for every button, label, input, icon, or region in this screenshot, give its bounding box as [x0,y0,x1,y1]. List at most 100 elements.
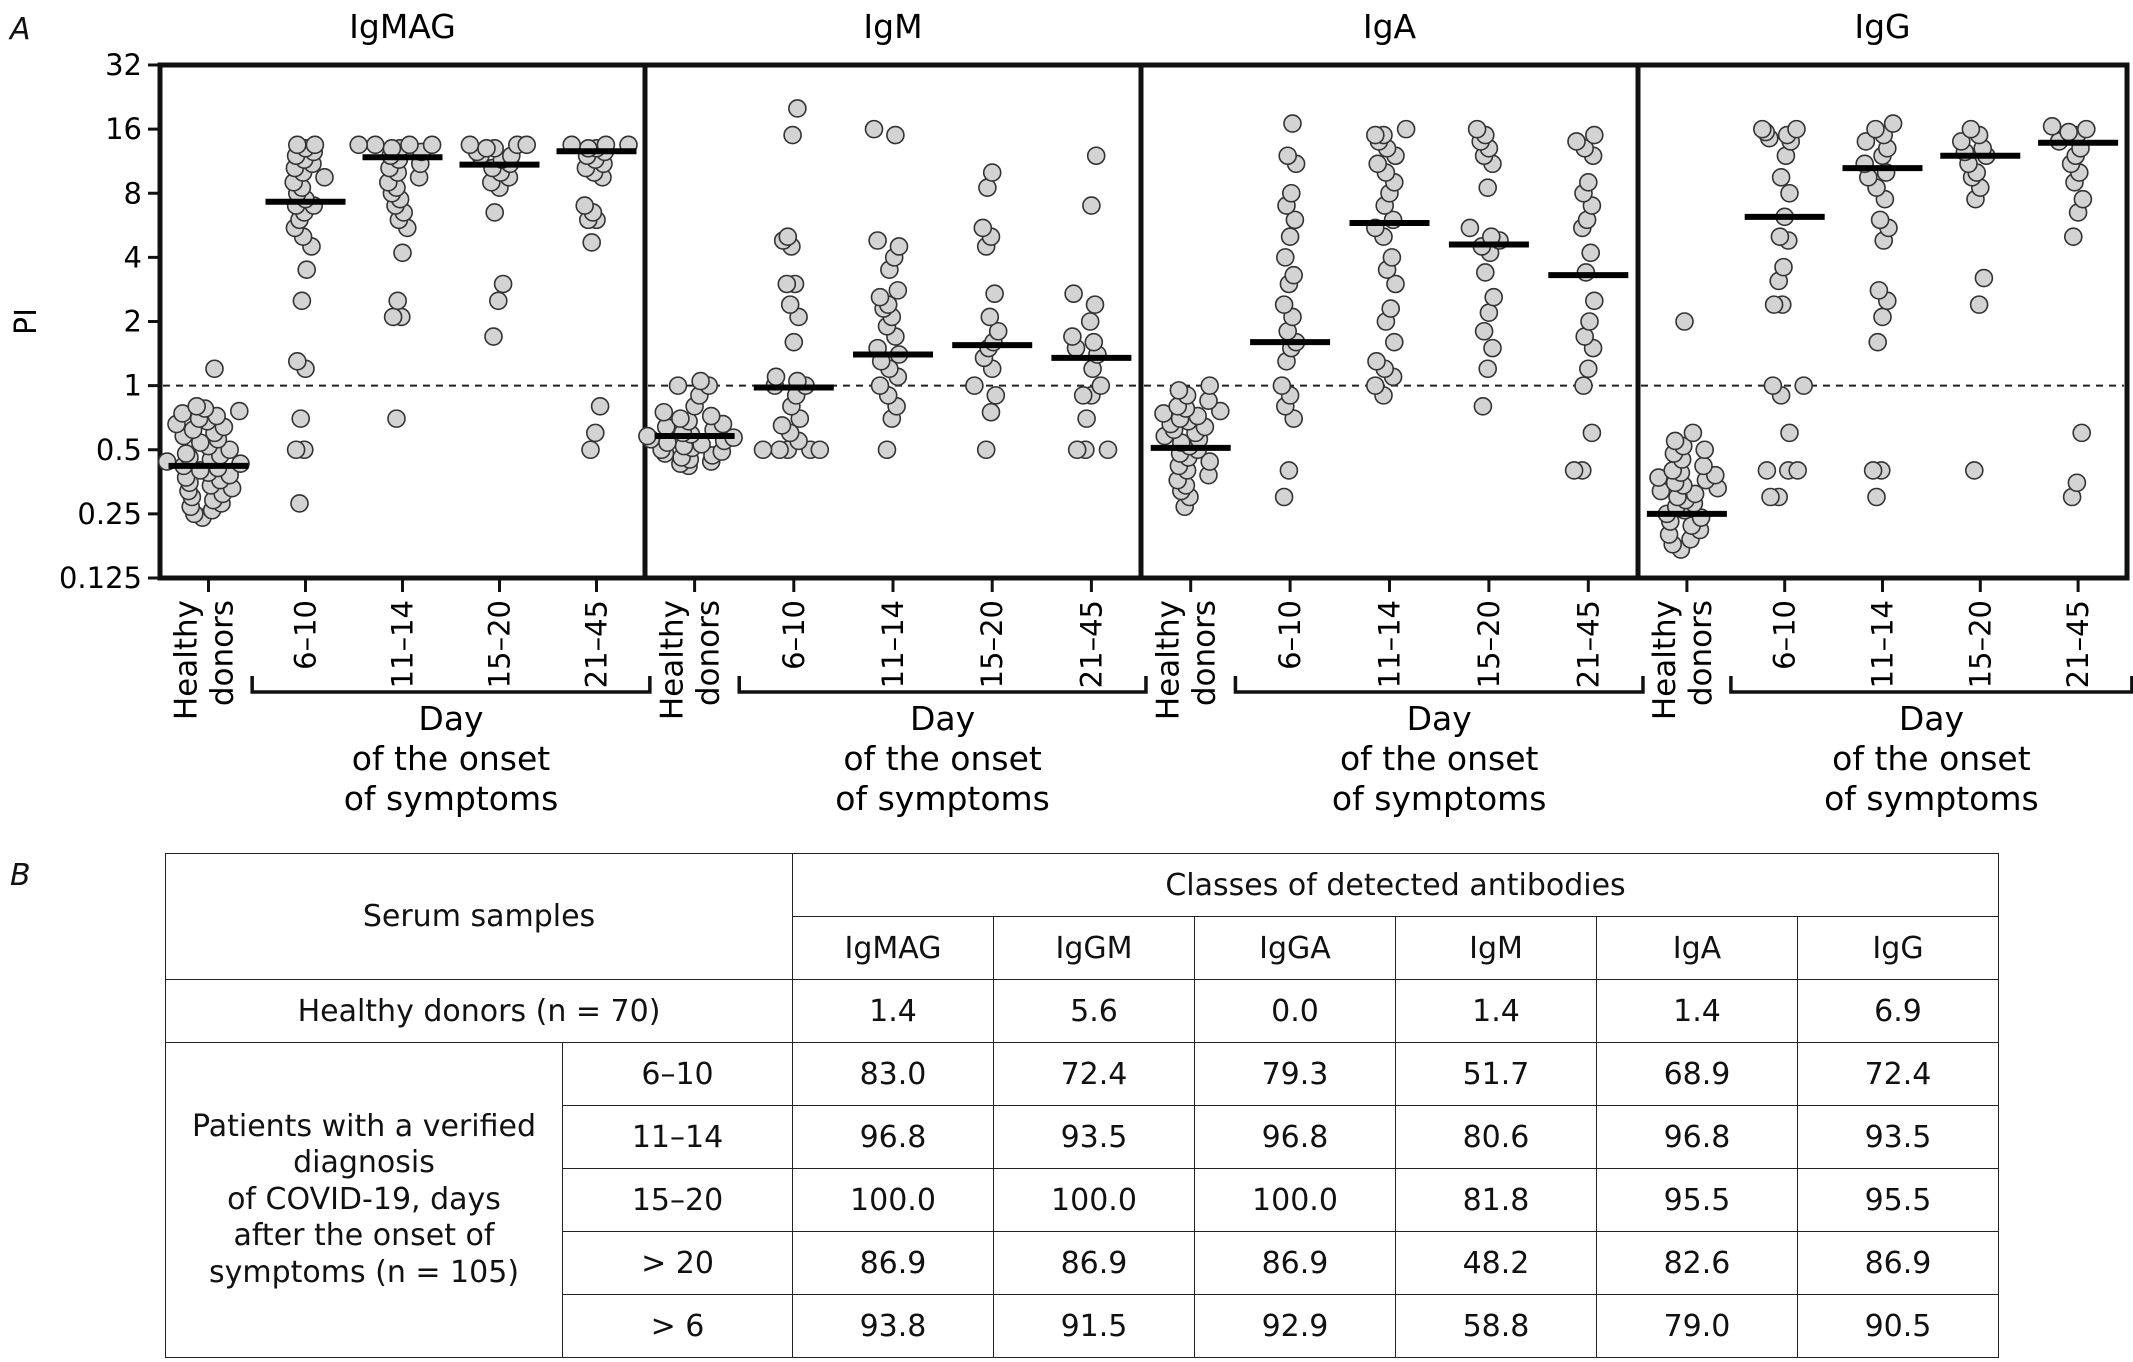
x-tick-label: 21–45 [2061,600,2095,688]
data-point [864,119,884,139]
x-label-healthy-line2: donors [205,600,241,706]
column-header: IgG [1797,916,1999,980]
data-point [1084,332,1104,352]
data-point [1064,284,1083,304]
data-point [1086,146,1106,166]
data-point [382,139,402,158]
row-label-day: 15–20 [562,1168,793,1232]
x-label-healthy-line1: Healthy [1647,600,1683,720]
data-point [287,135,307,155]
x-tick-label: 6–10 [1273,600,1307,670]
data-point [870,287,890,307]
data-point [582,233,602,252]
table-cell: 68.9 [1596,1042,1798,1106]
data-point [1284,265,1303,285]
data-point [1952,132,1971,151]
bracket-label-line2: of the onset [843,739,1042,778]
data-point [980,307,1000,327]
table-cell: 6.9 [1797,979,1999,1043]
table-cell: 100.0 [792,1168,994,1232]
data-point [1794,376,1813,395]
data-point [982,163,1002,182]
bracket-label-line1: Day [418,699,483,738]
data-point [1770,227,1790,247]
data-point [1282,183,1301,203]
day-bracket [1729,676,2133,694]
data-point [784,332,804,352]
bracket-label-line3: of symptoms [1332,779,1547,818]
table-header-row-1: Serum samples Classes of detected antibo… [165,853,1999,980]
data-point [985,284,1004,304]
x-tick-label: 15–20 [1963,600,1997,688]
data-point [365,135,385,155]
data-point [1780,183,1799,203]
table-cell: 95.5 [1797,1168,1999,1232]
panel-a-letter: A [10,12,31,47]
table-cell: 51.7 [1395,1042,1597,1106]
patients-label-line: Patients with a verified [191,1108,536,1144]
data-point [988,321,1008,341]
data-point [2073,189,2093,209]
data-point [493,274,513,294]
data-point [1969,295,1989,314]
table-cell: 58.8 [1395,1294,1597,1358]
data-point [1476,263,1495,282]
y-tick-label: 0.125 [59,561,142,595]
data-point [488,291,508,311]
data-point [2059,122,2078,142]
data-point [965,376,984,395]
table-cell: 96.8 [1194,1105,1396,1169]
data-point [1279,461,1299,480]
table-cell: 95.5 [1596,1168,1798,1232]
x-label-healthy-line1: Healthy [655,600,691,720]
bracket-label-line1: Day [1899,699,1964,738]
data-point [387,409,406,428]
table-row: 11–14 96.8 93.5 96.8 80.6 96.8 93.5 [166,1105,1999,1169]
data-point [877,440,897,460]
data-point [889,237,909,256]
table-cell: 1.4 [1596,979,1798,1043]
x-label-healthy-line2: donors [691,600,727,706]
table-cell: 82.6 [1596,1231,1798,1295]
data-point [976,440,996,460]
data-point [1169,381,1189,400]
data-point [1382,248,1402,267]
data-point [1274,487,1294,507]
x-tick-label: 11–14 [386,600,420,688]
x-tick-label: 15–20 [1472,600,1506,688]
data-point [1868,332,1887,352]
table-cell: 79.3 [1194,1042,1396,1106]
column-header: IgGM [993,916,1195,980]
data-point [1753,119,1772,139]
data-point [1581,243,1600,263]
y-tick-label: 2 [124,305,142,339]
y-tick-label: 1 [124,369,142,403]
data-point [581,440,600,460]
data-point [1479,303,1499,322]
table-cell: 0.0 [1194,979,1396,1043]
patients-label-line: of COVID-19, days [227,1181,501,1217]
data-point [1272,376,1292,395]
row-label-day: > 20 [562,1231,793,1295]
data-point [485,203,505,222]
bracket-label-line2: of the onset [352,739,551,778]
x-tick-label: 6–10 [777,600,811,670]
data-point [585,423,605,443]
table-cell: 93.5 [1797,1105,1999,1169]
data-point [1368,154,1387,174]
data-point [1787,119,1806,139]
data-point [1761,487,1780,507]
data-point [400,135,419,155]
data-point [176,444,196,463]
x-tick-label: 11–14 [1373,600,1407,688]
data-point [780,295,800,314]
x-tick-label: 15–20 [483,600,517,688]
patients-label-line: after the onset of [233,1218,495,1254]
data-point [1564,461,1584,480]
data-point [1067,440,1087,460]
data-point [1381,299,1400,318]
table-row: > 6 93.8 91.5 92.9 58.8 79.0 90.5 [166,1294,1999,1358]
data-point [1867,487,1886,507]
data-point [1484,287,1503,307]
